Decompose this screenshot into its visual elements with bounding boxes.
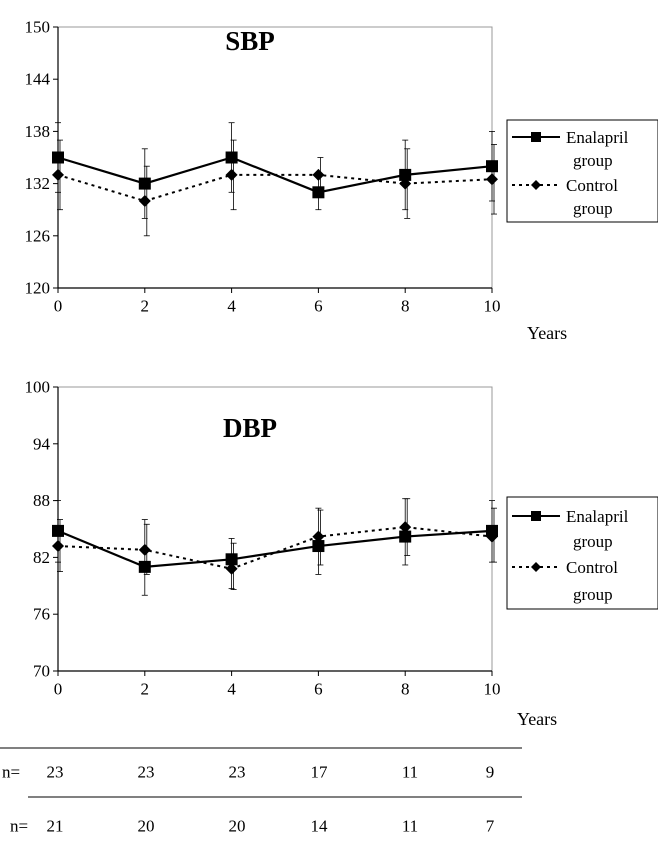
dbp-y-tick-label: 76 bbox=[33, 605, 50, 624]
dbp-enalapril-point bbox=[486, 524, 498, 537]
dbp-x-tick-label: 2 bbox=[141, 680, 150, 699]
sbp-y-tick-label: 150 bbox=[25, 18, 51, 37]
sbp-x-tick-label: 2 bbox=[141, 297, 150, 316]
ntable-cell: 23 bbox=[47, 763, 64, 782]
sbp-chart: SBP Years Enalapril group Control group 12… bbox=[25, 18, 658, 343]
sbp-enalapril-point bbox=[52, 151, 64, 164]
dbp-enalapril-point bbox=[225, 553, 238, 566]
sbp-x-axis-label: Years bbox=[527, 323, 567, 343]
dbp-y-tick-label: 94 bbox=[33, 434, 51, 453]
dbp-legend: Enalapril group Control group bbox=[506, 496, 658, 610]
sbp-enalapril-point bbox=[138, 177, 151, 190]
sbp-enalapril-point bbox=[312, 186, 325, 199]
dbp-y-tick-label: 70 bbox=[33, 662, 50, 681]
ntable-cell: 23 bbox=[229, 763, 246, 782]
dbp-enalapril-point bbox=[138, 560, 151, 573]
sbp-legend-enalapril-marker bbox=[531, 132, 541, 142]
dbp-enalapril-point bbox=[399, 530, 412, 543]
sbp-enalapril-point bbox=[225, 151, 238, 164]
sbp-y-tick-label: 126 bbox=[25, 226, 51, 245]
dbp-legend-enalapril-marker bbox=[531, 511, 541, 521]
dbp-enalapril-line bbox=[57, 529, 493, 568]
dbp-y-tick-label: 100 bbox=[25, 378, 51, 397]
dbp-x-tick-label: 10 bbox=[484, 680, 501, 699]
sbp-y-tick-label: 120 bbox=[25, 279, 51, 298]
ntable-cell: 11 bbox=[402, 817, 418, 836]
ntable-cell: 20 bbox=[229, 817, 246, 836]
sbp-control-line bbox=[57, 173, 493, 203]
sbp-enalapril-point bbox=[486, 160, 498, 173]
dbp-legend-control-label: Control group bbox=[566, 558, 618, 604]
dbp-y-tick-label: 82 bbox=[33, 548, 50, 567]
dbp-chart: DBP Years Enalapril group Control group 70… bbox=[25, 378, 658, 729]
sbp-plot-area bbox=[57, 26, 493, 289]
sbp-y-tick-label: 138 bbox=[25, 122, 51, 141]
sbp-title: SBP bbox=[225, 26, 275, 56]
sbp-x-tick-label: 0 bbox=[54, 297, 63, 316]
dbp-x-tick-label: 8 bbox=[401, 680, 410, 699]
dbp-x-tick-label: 6 bbox=[314, 680, 323, 699]
sbp-legend-control-marker bbox=[531, 180, 541, 190]
ntable-cell: 20 bbox=[138, 817, 155, 836]
sbp-enalapril-line bbox=[57, 156, 493, 194]
ntable-cell: 11 bbox=[402, 763, 418, 782]
ntable-row-label: n= bbox=[2, 763, 20, 782]
dbp-legend-control-marker bbox=[531, 562, 541, 572]
sbp-legend-control-label: Control group bbox=[566, 176, 618, 218]
dbp-title: DBP bbox=[223, 413, 277, 443]
dbp-y-tick-label: 88 bbox=[33, 491, 50, 510]
dbp-x-tick-label: 4 bbox=[227, 680, 236, 699]
dbp-x-axis-label: Years bbox=[517, 709, 557, 729]
sample-size-table: n= 23 23 23 17 11 9 n= 21 20 20 14 11 7 bbox=[0, 747, 522, 836]
dbp-control-line bbox=[57, 526, 493, 570]
dbp-x-tick-label: 0 bbox=[54, 680, 63, 699]
dbp-legend-enalapril-label: Enalapril group bbox=[566, 507, 629, 551]
dbp-enalapril-point bbox=[52, 524, 64, 537]
ntable-cell: 14 bbox=[311, 817, 329, 836]
dbp-enalapril-point bbox=[312, 540, 325, 553]
sbp-legend-enalapril-label: Enalapril group bbox=[566, 128, 629, 170]
sbp-x-tick-label: 10 bbox=[484, 297, 501, 316]
ntable-cell: 17 bbox=[311, 763, 329, 782]
ntable-row-label: n= bbox=[10, 817, 28, 836]
sbp-legend: Enalapril group Control group bbox=[506, 119, 658, 223]
ntable-cell: 9 bbox=[486, 763, 495, 782]
ntable-cell: 23 bbox=[138, 763, 155, 782]
ntable-cell: 7 bbox=[486, 817, 495, 836]
ntable-cell: 21 bbox=[47, 817, 64, 836]
sbp-x-tick-label: 6 bbox=[314, 297, 323, 316]
sbp-y-tick-label: 132 bbox=[25, 174, 51, 193]
sbp-y-tick-label: 144 bbox=[25, 70, 51, 89]
sbp-enalapril-point bbox=[399, 168, 412, 181]
sbp-x-tick-label: 4 bbox=[227, 297, 236, 316]
sbp-x-tick-label: 8 bbox=[401, 297, 410, 316]
